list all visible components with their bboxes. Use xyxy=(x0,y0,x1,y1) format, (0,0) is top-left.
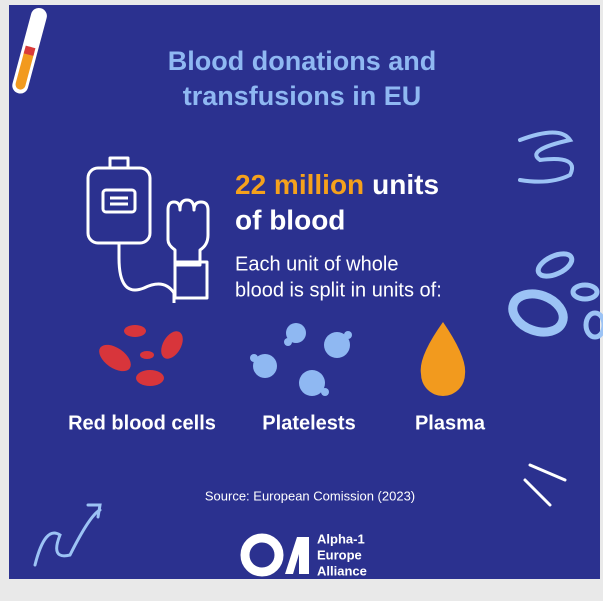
logo-text: Alliance xyxy=(317,563,367,578)
source: Source: European Comission (2023) xyxy=(205,488,415,503)
component-label: Plasma xyxy=(415,412,486,434)
description: Each unit of whole xyxy=(235,253,398,275)
headline-highlight: 22 million xyxy=(235,169,364,200)
infographic: Blood donations and transfusions in EU 2… xyxy=(0,0,603,601)
component-label: Platelests xyxy=(262,412,355,434)
page: Blood donations and transfusions in EU 2… xyxy=(0,0,603,601)
component-label: Red blood cells xyxy=(68,412,216,434)
headline: 22 million units xyxy=(235,169,439,200)
logo-text: Alpha-1 xyxy=(317,531,365,546)
title: transfusions in EU xyxy=(183,81,422,111)
logo-text: Europe xyxy=(317,547,362,562)
headline: of blood xyxy=(235,204,345,235)
description: blood is split in units of: xyxy=(235,279,442,301)
title: Blood donations and xyxy=(168,46,436,76)
headline-rest: units xyxy=(372,169,439,200)
